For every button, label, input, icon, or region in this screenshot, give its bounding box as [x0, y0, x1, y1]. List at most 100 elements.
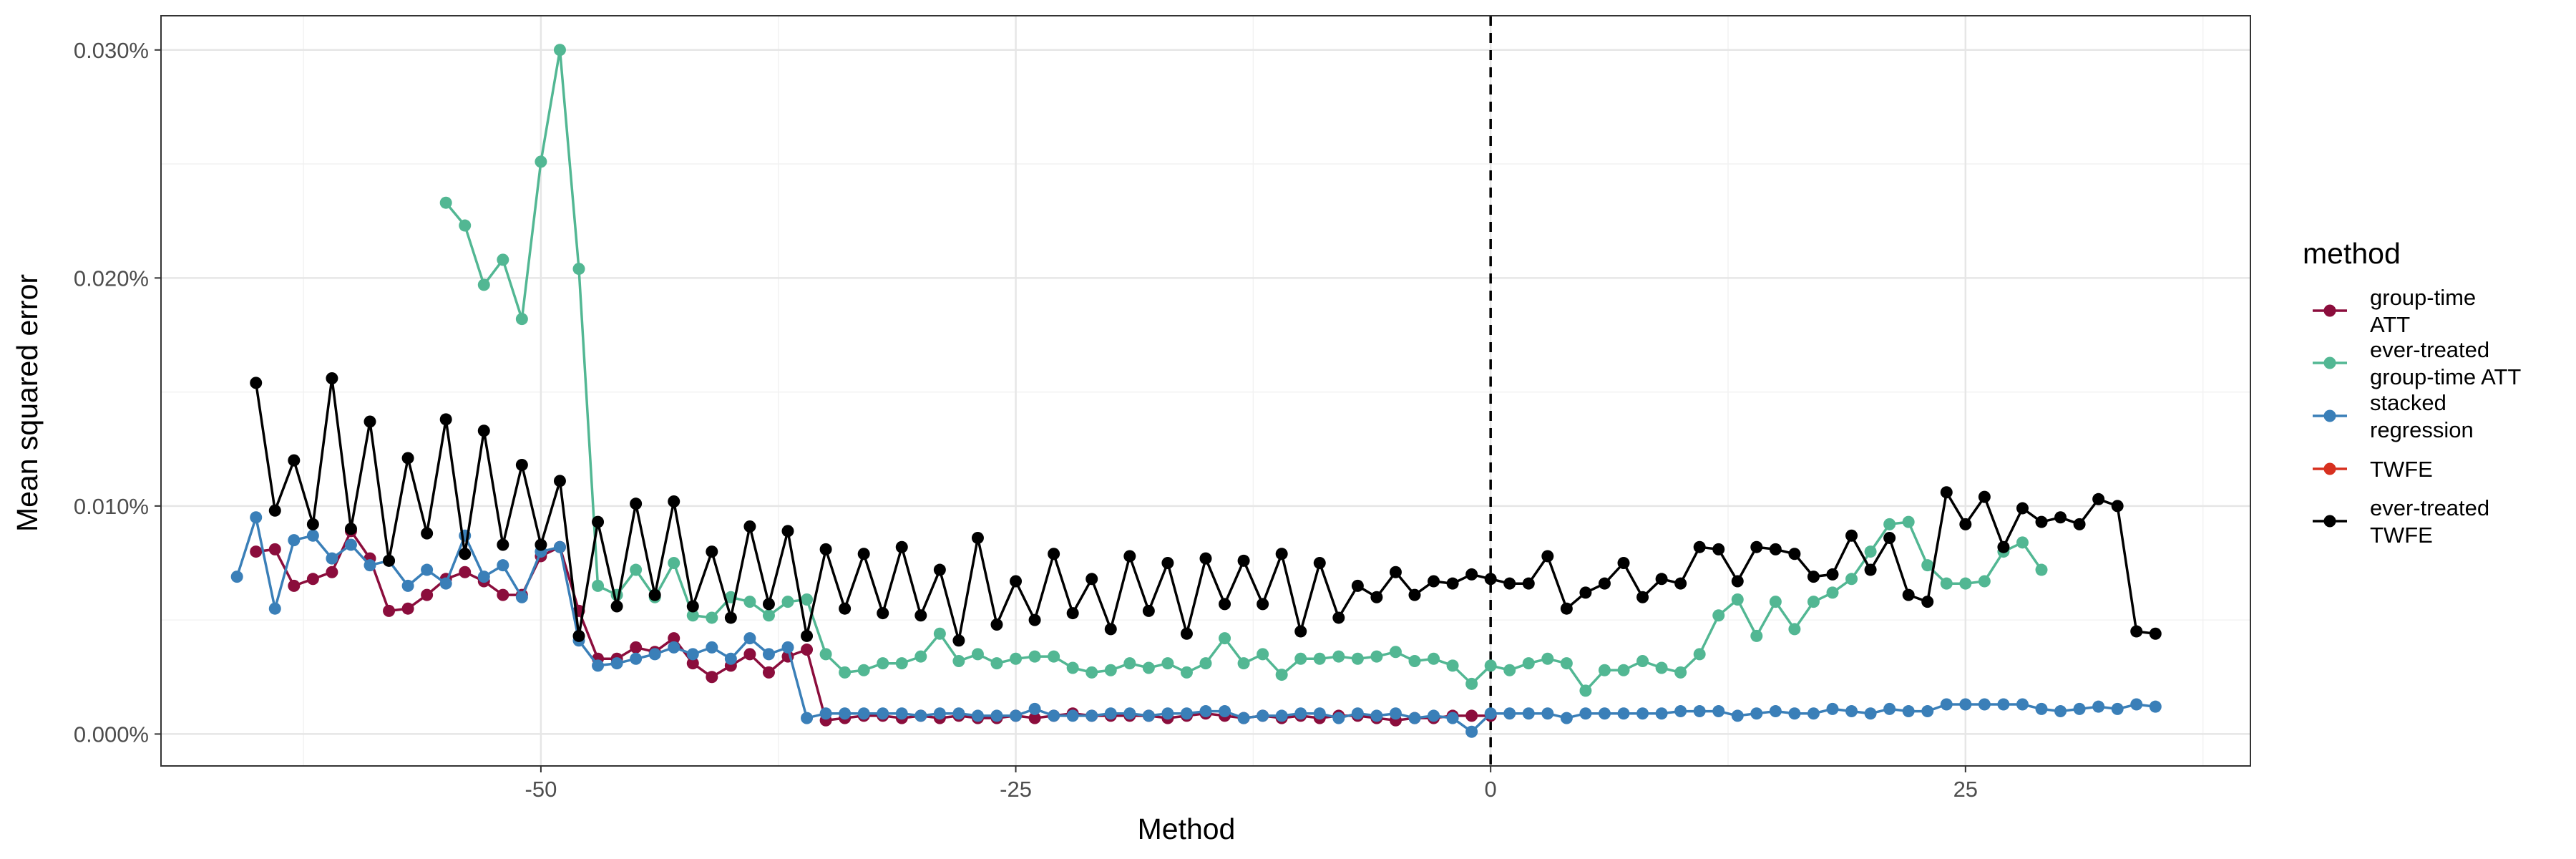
panel-background: [161, 16, 2250, 766]
data-point: [1522, 577, 1535, 590]
data-point: [421, 588, 434, 601]
data-point: [1028, 702, 1041, 715]
data-point: [1883, 702, 1896, 715]
data-point: [439, 413, 452, 426]
legend: method group-timeATTever-treatedgroup-ti…: [2303, 237, 2521, 548]
data-point: [1731, 575, 1744, 588]
series-stacked-regression: [230, 511, 2162, 738]
data-point: [1750, 629, 1763, 642]
data-point: [1048, 650, 1060, 663]
data-point: [781, 525, 794, 538]
y-tick-label: 0.030%: [74, 38, 149, 63]
data-point: [2035, 702, 2048, 715]
data-point: [990, 657, 1003, 670]
data-point: [1484, 659, 1497, 672]
data-point: [668, 641, 680, 654]
data-point: [724, 652, 737, 665]
data-point: [1219, 632, 1231, 645]
data-point: [326, 566, 338, 578]
data-point: [1484, 707, 1497, 720]
data-point: [1845, 705, 1858, 718]
series-ever-treated-twfe: [250, 372, 2162, 647]
data-point: [1807, 571, 1820, 583]
data-point: [801, 644, 814, 656]
y-tick-label: 0.010%: [74, 494, 149, 519]
data-point: [1503, 707, 1516, 720]
data-point: [1712, 705, 1725, 718]
data-point: [1199, 552, 1212, 565]
data-point: [1997, 540, 2010, 553]
data-point: [572, 629, 585, 642]
data-point: [1864, 707, 1877, 720]
data-point: [1257, 709, 1269, 722]
data-point: [1219, 705, 1231, 718]
data-point: [952, 634, 965, 647]
data-point: [1731, 709, 1744, 722]
data-point: [2149, 700, 2162, 713]
data-point: [1048, 548, 1060, 560]
data-point: [1560, 602, 1573, 615]
data-point: [706, 671, 718, 684]
data-point: [2092, 700, 2105, 713]
data-point: [477, 571, 490, 583]
data-point: [1199, 657, 1212, 670]
legend-label: TWFE: [2370, 523, 2433, 548]
data-point: [250, 511, 263, 524]
data-point: [1294, 707, 1307, 720]
data-point: [2035, 515, 2048, 528]
data-point: [2054, 705, 2067, 718]
data-point: [971, 531, 984, 544]
data-point: [1028, 650, 1041, 663]
data-point: [1465, 709, 1478, 722]
data-point: [1066, 607, 1079, 620]
data-point: [1351, 652, 1364, 665]
data-point: [1997, 698, 2010, 711]
data-point: [268, 602, 281, 615]
data-point: [326, 552, 338, 565]
data-point: [610, 600, 623, 613]
legend-item: TWFE: [2313, 457, 2433, 482]
data-point: [1978, 698, 1991, 711]
data-point: [1674, 666, 1687, 679]
data-point: [1940, 486, 1953, 499]
data-point: [401, 602, 414, 615]
data-point: [1142, 604, 1155, 617]
series-layer: [230, 44, 2162, 738]
data-point: [686, 600, 699, 613]
data-point: [401, 452, 414, 465]
data-point: [706, 545, 718, 558]
data-point: [801, 629, 814, 642]
data-point: [1598, 577, 1611, 590]
data-point: [1636, 591, 1649, 603]
data-point: [1864, 563, 1877, 576]
data-point: [497, 253, 509, 266]
data-point: [306, 529, 319, 542]
data-point: [1541, 707, 1554, 720]
data-point: [572, 263, 585, 276]
data-point: [1788, 548, 1801, 560]
data-point: [1959, 698, 1972, 711]
data-point: [1902, 705, 1915, 718]
data-point: [630, 563, 643, 576]
data-point: [1085, 709, 1098, 722]
data-point: [1085, 573, 1098, 586]
data-point: [2073, 702, 2086, 715]
data-point: [1142, 709, 1155, 722]
data-point: [364, 559, 376, 572]
data-point: [1066, 709, 1079, 722]
data-point: [459, 566, 472, 578]
data-point: [1826, 568, 1839, 581]
data-point: [2130, 698, 2143, 711]
data-point: [1275, 709, 1288, 722]
data-point: [1010, 652, 1023, 665]
legend-label: ever-treated: [2370, 337, 2489, 362]
data-point: [1332, 712, 1345, 724]
data-point: [1959, 518, 1972, 530]
data-point: [1940, 698, 1953, 711]
data-point: [1693, 540, 1706, 553]
data-point: [1199, 705, 1212, 718]
data-point: [1389, 707, 1402, 720]
data-point: [1940, 577, 1953, 590]
plot-panel: [161, 16, 2250, 766]
data-point: [1978, 490, 1991, 503]
